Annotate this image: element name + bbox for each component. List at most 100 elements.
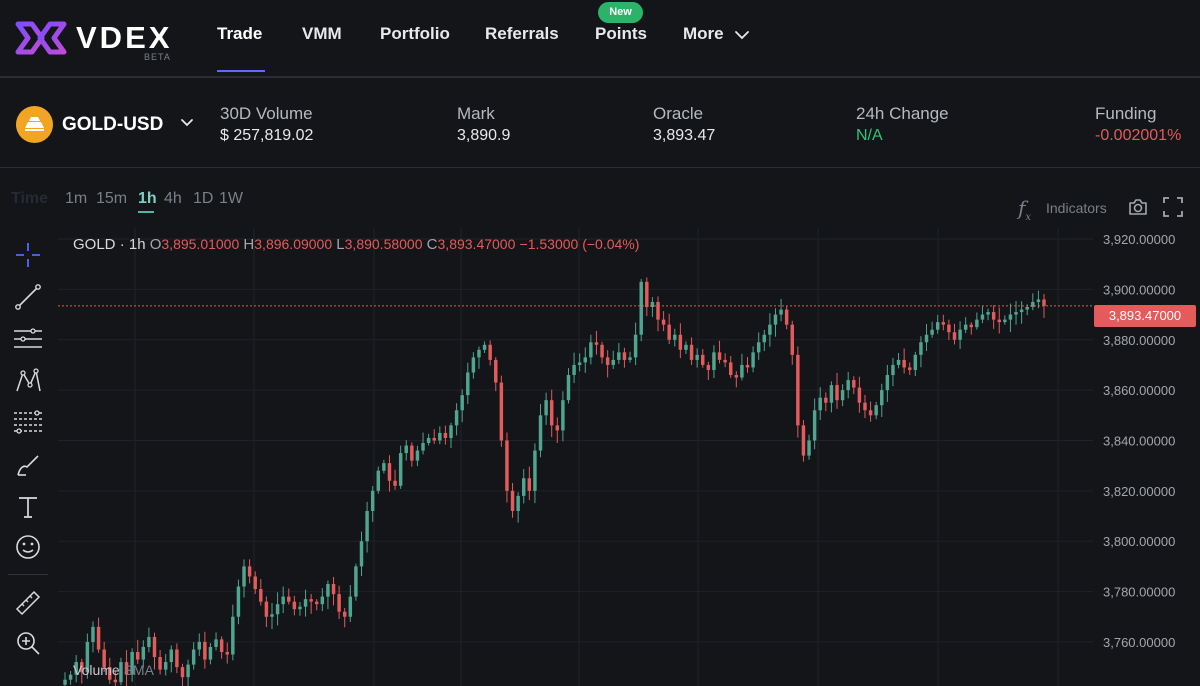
candle-body: [941, 322, 946, 325]
zoom-in-icon[interactable]: [10, 626, 46, 660]
candle-body: [264, 601, 269, 617]
market-pair-selector[interactable]: GOLD-USD: [62, 114, 164, 135]
candle-body: [365, 510, 369, 542]
legend-high: 3,896.09000: [254, 236, 333, 252]
candle-body: [208, 646, 213, 660]
timeframe-4h[interactable]: 4h: [164, 190, 182, 207]
candle-body: [924, 334, 929, 343]
candle-body: [141, 646, 146, 660]
candle-body: [1014, 312, 1018, 315]
pattern-icon[interactable]: [10, 364, 46, 398]
candle-body: [74, 662, 78, 675]
candle-body: [454, 410, 459, 426]
ohlc-legend: GOLD · 1h O3,895.01000 H3,896.09000 L3,8…: [73, 236, 640, 253]
timeframe-1h[interactable]: 1h: [138, 190, 157, 207]
candle-body: [605, 357, 610, 365]
candle-body: [695, 354, 699, 360]
nav-referrals[interactable]: Referrals: [485, 24, 559, 43]
candle-body: [292, 601, 297, 610]
trend-line-icon[interactable]: [10, 280, 46, 314]
candle-body: [466, 372, 470, 396]
candle-body: [80, 662, 84, 673]
candle-body: [784, 309, 789, 325]
volume-label: Volume: [73, 662, 120, 678]
legend-interval: 1h: [128, 236, 146, 253]
stat-label-oracle: Oracle: [653, 104, 704, 123]
vdex-logo-mark: [15, 21, 67, 55]
brush-icon[interactable]: [10, 448, 46, 482]
candle-body: [835, 385, 839, 401]
timeframe-1m[interactable]: 1m: [65, 190, 88, 207]
candle-body: [214, 639, 218, 647]
candle-body: [203, 641, 207, 660]
gold-coin-icon: [16, 106, 53, 143]
candle-body: [421, 443, 425, 451]
candle-body: [734, 375, 739, 378]
candle-body: [119, 662, 123, 683]
nav-more[interactable]: More: [683, 24, 724, 43]
text-icon[interactable]: [10, 490, 46, 524]
candle-body: [756, 342, 761, 353]
candle-body: [963, 324, 968, 330]
candle-body: [387, 463, 392, 481]
chevron-down-icon[interactable]: [734, 30, 750, 40]
nav-vmm[interactable]: VMM: [302, 24, 342, 43]
candle-body: [135, 652, 140, 660]
candle-series: [63, 277, 1046, 686]
fullscreen-icon[interactable]: [1162, 196, 1184, 218]
candle-body: [947, 324, 951, 333]
nav-portfolio[interactable]: Portfolio: [380, 24, 450, 43]
candle-body: [762, 334, 767, 343]
candle-body: [673, 334, 677, 340]
candle-body: [885, 375, 890, 391]
timeframe-15m[interactable]: 15m: [96, 190, 128, 207]
candle-body: [566, 375, 571, 401]
crosshair-icon[interactable]: [10, 238, 46, 272]
candle-body: [337, 594, 341, 612]
candle-body: [980, 314, 985, 320]
candle-body: [270, 614, 274, 617]
timeframe-1d[interactable]: 1D: [193, 190, 214, 207]
candle-body: [986, 312, 990, 315]
candle-body: [779, 309, 783, 315]
candle-body: [600, 344, 604, 358]
candle-body: [868, 410, 873, 416]
candle-body: [231, 616, 235, 655]
candle-body: [863, 402, 867, 411]
candle-body: [315, 601, 319, 605]
ruler-icon[interactable]: [10, 586, 46, 620]
price-axis[interactable]: 3,920.00000 3,900.00000 3,880.00000 3,860.0…: [1103, 232, 1175, 650]
candle-body: [589, 342, 593, 358]
candle-body: [219, 639, 224, 653]
candle-body: [533, 450, 537, 491]
price-tick-label: 3,900.00000: [1103, 282, 1175, 297]
timeframe-1w[interactable]: 1W: [219, 190, 243, 207]
nav-trade[interactable]: Trade: [217, 24, 263, 43]
fib-levels-icon[interactable]: [10, 406, 46, 440]
chevron-down-icon[interactable]: [180, 118, 194, 128]
price-tick-label: 3,760.00000: [1103, 635, 1175, 650]
candle-body: [124, 662, 129, 675]
candle-body: [628, 357, 632, 360]
candle-body: [331, 584, 336, 595]
candle-body: [617, 352, 621, 360]
candle-body: [1003, 319, 1007, 323]
volume-indicator-label[interactable]: Volume SMA: [73, 662, 154, 678]
indicators-button[interactable]: Indicators: [1046, 200, 1107, 216]
candle-body: [303, 599, 308, 607]
candlestick-chart[interactable]: 3,920.00000 3,900.00000 3,880.00000 3,860.0…: [58, 228, 1200, 686]
candle-body: [298, 606, 302, 610]
camera-icon[interactable]: [1127, 196, 1149, 218]
candle-body: [701, 354, 705, 365]
nav-points[interactable]: Points: [595, 24, 647, 43]
price-tick-label: 3,800.00000: [1103, 534, 1175, 549]
candle-body: [163, 662, 168, 670]
horizontal-lines-icon[interactable]: [10, 322, 46, 356]
fx-icon[interactable]: fx: [1018, 196, 1032, 223]
candle-body: [706, 364, 711, 370]
candle-body: [499, 382, 504, 441]
candle-body: [846, 380, 850, 391]
vdex-logo[interactable]: VDEX BETA: [12, 14, 174, 62]
volume-sma-label: SMA: [123, 662, 154, 678]
emoji-icon[interactable]: [10, 530, 46, 564]
